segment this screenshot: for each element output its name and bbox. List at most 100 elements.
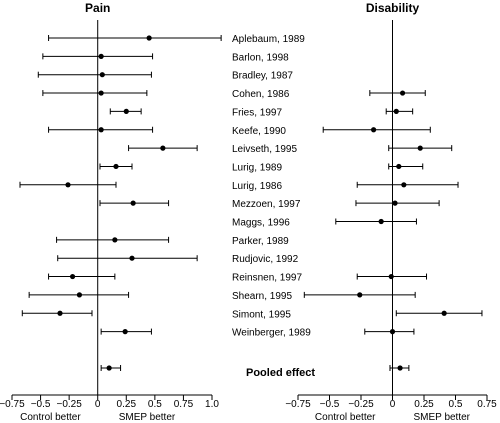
study-label: Maggs, 1996 [232, 218, 290, 229]
pain-study-16-point [57, 310, 63, 316]
pain-study-2-point [98, 53, 104, 59]
disability-study-6 [322, 126, 431, 133]
pain-study-9-point [65, 182, 71, 188]
disability-tick-label: 0.5 [449, 399, 463, 410]
study-label: Weinberger, 1989 [232, 328, 311, 339]
disability-pooled [389, 365, 410, 371]
disability-tick-label: 0.25 [414, 399, 434, 410]
study-label: Mezzoen, 1997 [232, 199, 301, 210]
pain-study-6-point [98, 127, 104, 133]
disability-study-4 [369, 90, 426, 97]
disability-footer-right: SMEP better [414, 412, 471, 423]
disability-study-5-point [393, 108, 399, 114]
disability-study-16 [395, 310, 483, 317]
pain-study-17 [100, 328, 152, 335]
disability-pooled-point [397, 365, 403, 371]
pain-study-10-point [130, 200, 136, 206]
disability-study-11 [335, 218, 417, 225]
pain-study-15 [28, 291, 130, 298]
pain-study-4-point [98, 90, 104, 96]
pain-tick-label: 1.0 [205, 399, 219, 410]
pain-tick-label: 0.5 [148, 399, 162, 410]
disability-tick-label: −0.75 [285, 399, 311, 410]
pain-tick-label: 0.75 [174, 399, 194, 410]
pain-study-7 [128, 145, 198, 152]
pain-study-6 [48, 126, 154, 133]
disability-study-10 [355, 200, 440, 207]
disability-study-7-point [417, 145, 423, 151]
study-label: Aplebaum, 1989 [232, 34, 305, 45]
pooled-effect-label: Pooled effect [246, 367, 315, 379]
pain-study-5 [109, 108, 142, 115]
study-label: Cohen, 1986 [232, 89, 290, 100]
pain-study-2 [42, 53, 154, 60]
pain-tick-label: −0.75 [0, 399, 25, 410]
pain-study-7-point [160, 145, 166, 151]
study-label: Lurig, 1986 [232, 181, 282, 192]
disability-study-15 [303, 291, 416, 298]
pain-tick-label: 0 [95, 399, 101, 410]
pain-study-9 [19, 181, 117, 188]
pain-study-13 [57, 255, 198, 262]
study-label: Fries, 1997 [232, 107, 282, 118]
pain-footer-left: Control better [20, 412, 81, 423]
pain-study-14-point [69, 273, 76, 280]
disability-tick-label: 0.75 [477, 399, 497, 410]
pain-study-5-point [123, 108, 129, 114]
pain-pooled [100, 365, 122, 371]
disability-study-10-point [392, 200, 398, 206]
disability-study-17 [364, 328, 415, 335]
pain-study-10 [99, 200, 170, 207]
disability-tick-label: −0.5 [320, 399, 340, 410]
disability-study-14-point [388, 273, 394, 280]
pain-study-4 [42, 90, 148, 97]
pain-study-3 [37, 71, 152, 78]
pain-footer-right: SMEP better [119, 412, 176, 423]
study-label: Leivseth, 1995 [232, 144, 297, 155]
pain-tick-label: −0.5 [31, 399, 51, 410]
study-label: Reinsnen, 1997 [232, 273, 302, 284]
study-label: Parker, 1989 [232, 236, 289, 247]
disability-study-8-point [396, 163, 402, 170]
pain-study-3-point [99, 72, 105, 78]
study-label: Lurig, 1989 [232, 162, 282, 173]
study-label: Keefe, 1990 [232, 126, 286, 137]
study-label: Shearn, 1995 [232, 291, 292, 302]
pain-study-16 [21, 310, 93, 317]
pain-title: Pain [85, 1, 110, 15]
disability-study-4-point [399, 90, 406, 96]
disability-study-11-point [378, 218, 384, 225]
pain-tick-label: 0.25 [117, 399, 137, 410]
disability-tick-label: −0.25 [348, 399, 374, 410]
pain-study-1-point [146, 35, 152, 41]
pain-pooled-point [106, 365, 112, 371]
disability-study-7 [388, 145, 453, 152]
disability-study-6-point [371, 127, 377, 133]
study-label: Simont, 1995 [232, 309, 291, 320]
pain-study-12 [56, 236, 170, 243]
disability-study-15-point [357, 292, 363, 298]
study-label: Bradley, 1987 [232, 71, 293, 82]
disability-study-8 [388, 163, 424, 170]
pain-study-8 [99, 163, 133, 170]
disability-study-9-point [401, 182, 407, 188]
pain-study-8-point [113, 163, 119, 170]
disability-study-5 [385, 108, 414, 115]
study-label: Barlon, 1998 [232, 52, 289, 63]
chart-marks [19, 35, 483, 371]
pain-study-17-point [122, 329, 128, 335]
study-label: Rudjovic, 1992 [232, 254, 299, 265]
pain-tick-label: −0.25 [56, 399, 82, 410]
disability-tick-label: 0 [390, 399, 396, 410]
disability-study-14 [356, 273, 428, 280]
pain-study-1 [48, 35, 222, 41]
pain-study-14 [48, 273, 116, 280]
pain-study-13-point [129, 255, 135, 261]
disability-footer-left: Control better [315, 412, 376, 423]
disability-study-16-point [441, 310, 447, 316]
disability-study-9 [356, 181, 459, 188]
pain-study-12-point [112, 237, 118, 243]
pain-study-15-point [76, 292, 83, 298]
